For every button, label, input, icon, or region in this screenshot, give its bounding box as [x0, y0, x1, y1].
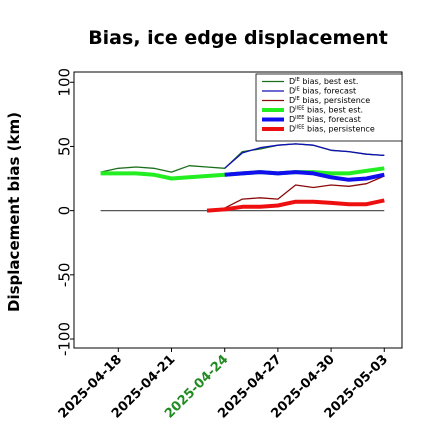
series-line-0 — [100, 143, 385, 173]
series-line-2 — [206, 175, 385, 212]
y-tick-label-4: -100 — [55, 322, 73, 356]
y-axis-label: Displacement bias (km) — [5, 112, 23, 312]
plot-area — [100, 143, 385, 213]
plot-frame — [73, 71, 403, 349]
legend-label-5: DIIEE bias, persistence — [289, 125, 375, 134]
series-line-5 — [206, 198, 385, 213]
series-line-1 — [224, 143, 385, 169]
legend: DIE bias, best est.DIE bias, forecastDIE… — [255, 73, 403, 142]
chart-title: Bias, ice edge displacement — [88, 27, 388, 49]
y-tick-label-1: 50 — [55, 137, 73, 156]
y-tick-label-0: 100 — [55, 68, 73, 97]
y-tick-label-3: -50 — [55, 263, 73, 288]
legend-label-1: DIE bias, forecast — [289, 87, 356, 96]
legend-label-0: DIE bias, best est. — [289, 77, 358, 86]
legend-label-2: DIE bias, persistence — [289, 96, 370, 105]
series-line-4 — [224, 170, 385, 182]
legend-label-3: DIIEE bias, best est. — [289, 106, 363, 115]
legend-label-4: DIIEE bias, forecast — [289, 115, 361, 124]
y-tick-label-2: 0 — [55, 206, 73, 216]
